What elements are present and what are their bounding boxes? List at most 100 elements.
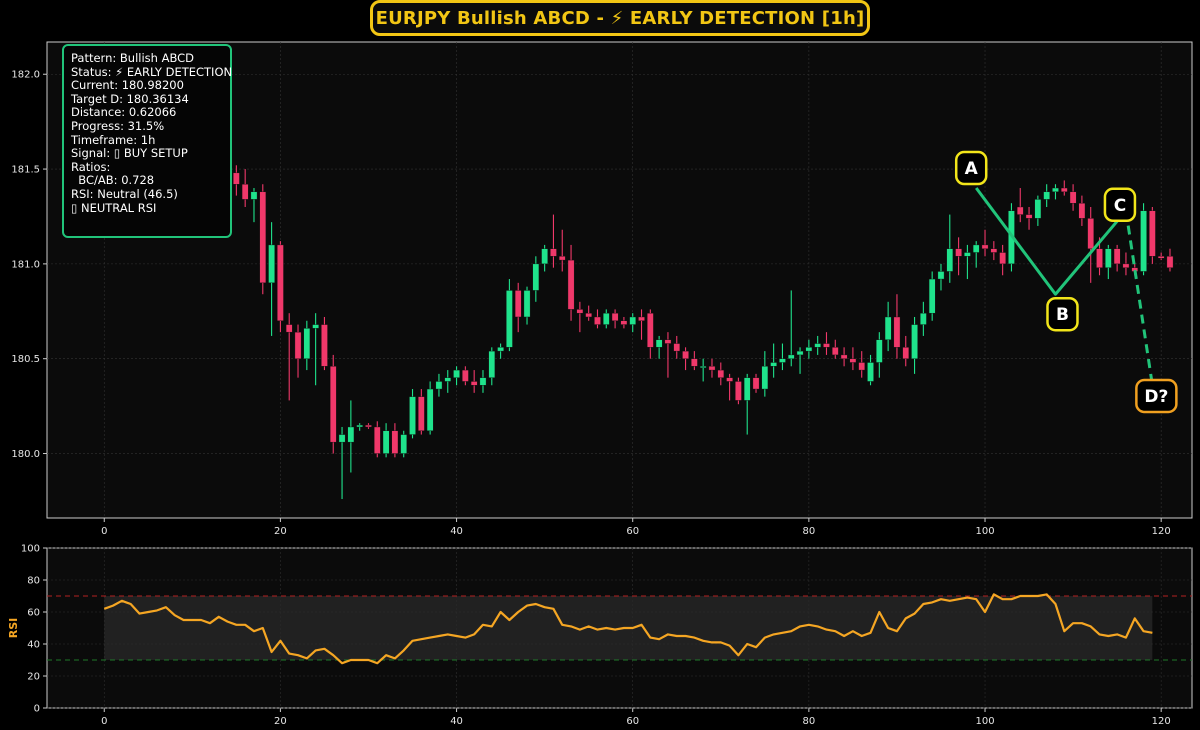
candle-body	[602, 312, 610, 325]
price-x-tick-label: 60	[626, 526, 639, 537]
candle-body	[876, 339, 883, 363]
candle-body	[453, 369, 460, 378]
candle-body	[770, 362, 777, 367]
chart-title: EURJPY Bullish ABCD - ⚡ EARLY DETECTION …	[370, 0, 870, 36]
candle-body	[647, 312, 654, 348]
price-x-tick-label: 0	[101, 526, 107, 537]
candle-body	[708, 366, 716, 371]
candle-body	[558, 256, 566, 261]
candle	[312, 313, 319, 386]
pattern-point-a: A	[954, 150, 988, 186]
candle-body	[1043, 191, 1050, 200]
pattern-point-a-text: A	[965, 159, 979, 179]
candle-body	[920, 312, 927, 325]
candle	[532, 256, 540, 302]
candle	[462, 366, 469, 386]
candle-body	[902, 347, 910, 359]
candle-body	[1157, 256, 1165, 259]
candle-body	[347, 426, 355, 443]
candle-body	[277, 244, 284, 321]
candle	[576, 301, 584, 333]
price-x-tick-label: 40	[450, 526, 463, 537]
candle	[840, 347, 848, 367]
candle	[1016, 188, 1024, 223]
candle	[647, 309, 654, 359]
rsi-y-tick-label: 20	[27, 672, 40, 683]
candle-body	[303, 328, 311, 359]
candle-body	[329, 366, 337, 443]
candle-body	[550, 248, 557, 257]
info-line: Signal: ▯ BUY SETUP	[71, 146, 188, 161]
candle	[558, 229, 566, 272]
candle-body	[673, 343, 681, 352]
candle-body	[594, 316, 601, 325]
candle-body	[664, 339, 672, 344]
candle	[347, 400, 355, 473]
info-line: Status: ⚡ EARLY DETECTION	[71, 64, 233, 79]
candle	[823, 332, 830, 355]
candle-body	[470, 381, 478, 386]
candle	[321, 316, 328, 371]
candle	[418, 389, 425, 435]
info-line: BC/AB: 0.728	[71, 173, 155, 188]
candle	[426, 381, 434, 435]
candle	[488, 347, 496, 386]
rsi-x-tick-label: 20	[274, 716, 287, 727]
candle	[285, 313, 293, 401]
candle	[479, 370, 487, 393]
candle-body	[752, 377, 760, 390]
candle	[1025, 206, 1033, 230]
candle-body	[946, 248, 954, 272]
candle-body	[338, 434, 346, 443]
candle	[876, 332, 883, 378]
candle-body	[365, 424, 372, 428]
pattern-point-c: C	[1103, 187, 1137, 223]
candle-body	[1069, 191, 1077, 204]
rsi-series-line	[103, 593, 1153, 665]
info-line: Target D: 180.36134	[71, 91, 189, 106]
candle-body	[893, 316, 901, 348]
candle	[303, 320, 311, 371]
pattern-point-c-box	[1103, 187, 1137, 223]
pattern-point-a-box	[954, 150, 988, 186]
candle-body	[356, 424, 363, 428]
candle	[999, 244, 1006, 276]
candle	[435, 373, 443, 397]
candle-body	[1016, 206, 1024, 215]
candle-body	[462, 369, 469, 382]
candle-body	[964, 252, 971, 257]
candle-body	[312, 324, 319, 329]
candle	[514, 282, 522, 333]
price-plot-area	[46, 41, 1193, 519]
rsi-x-tick-label: 40	[450, 716, 463, 727]
candle	[867, 354, 874, 386]
candle	[365, 423, 372, 429]
info-line: Ratios:	[71, 159, 111, 174]
candle	[391, 423, 399, 458]
candle-body	[1078, 202, 1086, 219]
candle-body	[506, 290, 513, 348]
candle-body	[259, 191, 267, 284]
price-x-tick-label: 120	[1152, 526, 1171, 537]
candle-body	[497, 347, 504, 352]
rsi-y-tick-label: 0	[34, 704, 40, 715]
candle-body	[1140, 210, 1147, 272]
candle	[400, 430, 408, 458]
candle	[594, 309, 601, 329]
candle-body	[479, 377, 487, 386]
candle	[506, 279, 513, 352]
candle-body	[761, 366, 769, 390]
candle-body	[840, 354, 848, 359]
candle-body	[1060, 187, 1068, 193]
candle	[902, 335, 910, 367]
candle-body	[743, 377, 751, 401]
candle	[735, 377, 742, 405]
candle	[523, 286, 531, 325]
candle	[655, 335, 663, 359]
price-y-tick-label: 181.5	[11, 165, 40, 176]
price-y-tick-label: 181.0	[11, 259, 40, 270]
candle-body	[1113, 248, 1121, 265]
candle	[620, 316, 628, 329]
candle	[329, 354, 337, 454]
